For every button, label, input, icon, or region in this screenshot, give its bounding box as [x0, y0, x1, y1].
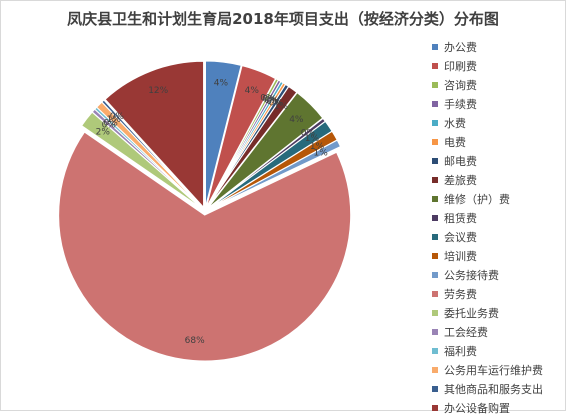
pie-slice-7 — [206, 85, 298, 209]
slice-label-10: 1% — [305, 134, 320, 144]
legend-swatch — [432, 44, 438, 50]
legend-label: 租赁费 — [444, 212, 477, 225]
slice-label-1: 4% — [245, 86, 260, 96]
slice-label-13: 68% — [185, 336, 205, 346]
legend-swatch — [432, 101, 438, 107]
legend-swatch — [432, 82, 438, 88]
slice-label-16: 0% — [103, 118, 118, 128]
slice-label-8: 4% — [289, 115, 304, 125]
legend-label: 差旅费 — [444, 174, 477, 187]
legend-swatch — [432, 272, 438, 278]
legend-swatch — [432, 63, 438, 69]
pie-slice-12 — [208, 139, 342, 210]
legend-label: 水费 — [444, 117, 466, 130]
legend-swatch — [432, 291, 438, 297]
slice-label-19: 12% — [148, 86, 168, 96]
legend-swatch — [432, 386, 438, 392]
chart-title: 凤庆县卫生和计划生育局2018年项目支出（按经济分类）分布图 — [67, 10, 499, 28]
legend-swatch — [432, 329, 438, 335]
pie-slice-13 — [58, 131, 352, 362]
legend-label: 公务接待费 — [444, 269, 499, 282]
legend-swatch — [432, 234, 438, 240]
legend-swatch — [432, 158, 438, 164]
legend-item: 劳务费 — [432, 285, 543, 304]
legend-label: 会议费 — [444, 231, 477, 244]
slice-label-12: 1% — [313, 149, 328, 159]
legend-item: 租赁费 — [432, 209, 543, 228]
legend-label: 印刷费 — [444, 60, 477, 73]
slice-label-6: 0% — [269, 99, 284, 109]
legend-label: 培训费 — [444, 250, 477, 263]
legend-item: 邮电费 — [432, 152, 543, 171]
legend-item: 会议费 — [432, 228, 543, 247]
legend-item: 培训费 — [432, 247, 543, 266]
legend-item: 公务接待费 — [432, 266, 543, 285]
slice-label-17: 1% — [107, 115, 122, 125]
legend-item: 办公费 — [432, 38, 543, 57]
pie-slice-8 — [207, 92, 324, 209]
legend-item: 差旅费 — [432, 171, 543, 190]
legend-item: 手续费 — [432, 95, 543, 114]
slice-label-5: 0% — [266, 97, 281, 107]
legend-label: 咨询费 — [444, 79, 477, 92]
legend-item: 福利费 — [432, 342, 543, 361]
legend-item: 咨询费 — [432, 76, 543, 95]
slice-label-9: 0% — [301, 128, 316, 138]
legend-swatch — [432, 310, 438, 316]
slice-label-7: 1% — [274, 102, 289, 112]
legend-label: 工会经费 — [444, 326, 488, 339]
legend-label: 委托业务费 — [444, 307, 499, 320]
legend-label: 福利费 — [444, 345, 477, 358]
pie-slice-19 — [104, 60, 205, 209]
legend-label: 维修（护）费 — [444, 193, 510, 206]
legend-swatch — [432, 177, 438, 183]
legend-swatch — [432, 367, 438, 373]
legend: 办公费印刷费咨询费手续费水费电费邮电费差旅费维修（护）费 租赁费会议费培训费公务接… — [432, 38, 543, 418]
legend-label: 邮电费 — [444, 155, 477, 168]
legend-item: 委托业务费 — [432, 304, 543, 323]
legend-item: 公务用车运行维护费 — [432, 361, 543, 380]
legend-swatch — [432, 196, 438, 202]
legend-item: 其他商品和服务支出 — [432, 380, 543, 399]
slice-label-15: 0% — [102, 120, 117, 130]
legend-label: 劳务费 — [444, 288, 477, 301]
legend-swatch — [432, 215, 438, 221]
legend-label: 电费 — [444, 136, 466, 149]
pie-slice-18 — [101, 99, 203, 209]
legend-item: 维修（护）费 — [432, 190, 543, 209]
slice-label-14: 2% — [96, 127, 111, 137]
legend-swatch — [432, 348, 438, 354]
legend-label: 手续费 — [444, 98, 477, 111]
legend-label: 办公费 — [444, 41, 477, 54]
legend-label: 其他商品和服务支出 — [444, 383, 543, 396]
legend-item: 工会经费 — [432, 323, 543, 342]
slice-label-2: 0% — [260, 93, 275, 103]
slice-label-11: 1% — [310, 142, 325, 152]
legend-label: 办公设备购置 — [444, 402, 510, 415]
pie-slice-0 — [204, 60, 242, 208]
legend-swatch — [432, 253, 438, 259]
slice-label-18: 0% — [110, 112, 125, 122]
legend-item: 印刷费 — [432, 57, 543, 76]
legend-swatch — [432, 120, 438, 126]
legend-swatch — [432, 139, 438, 145]
slice-label-3: 0% — [262, 95, 277, 105]
legend-item: 水费 — [432, 114, 543, 133]
slice-label-0: 4% — [214, 78, 229, 88]
legend-label: 公务用车运行维护费 — [444, 364, 543, 377]
legend-item: 电费 — [432, 133, 543, 152]
slice-label-4: 0% — [264, 96, 279, 106]
legend-item: 办公设备购置 — [432, 399, 543, 418]
legend-swatch — [432, 405, 438, 411]
pie-slice-1 — [205, 65, 277, 208]
